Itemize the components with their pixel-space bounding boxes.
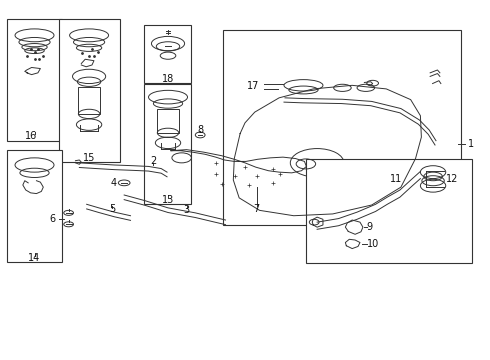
- Text: 13: 13: [162, 195, 174, 205]
- Text: 2: 2: [150, 156, 156, 166]
- Bar: [7, 150, 62, 262]
- Text: 12: 12: [446, 174, 458, 184]
- Text: 9: 9: [367, 222, 373, 232]
- Bar: [157, 109, 179, 133]
- Text: 11: 11: [390, 174, 402, 184]
- Text: 4: 4: [110, 178, 116, 188]
- Text: 1: 1: [468, 139, 474, 149]
- Bar: [306, 159, 471, 263]
- Bar: [144, 84, 192, 204]
- Text: 16: 16: [24, 131, 37, 141]
- Text: 8: 8: [197, 125, 203, 135]
- Bar: [78, 87, 100, 114]
- Text: 5: 5: [109, 204, 116, 214]
- Text: 6: 6: [50, 214, 56, 224]
- Text: 14: 14: [28, 253, 41, 263]
- Text: 15: 15: [83, 153, 95, 163]
- Text: 3: 3: [183, 205, 190, 215]
- Bar: [7, 19, 62, 141]
- Bar: [144, 25, 192, 83]
- Text: 18: 18: [162, 73, 174, 84]
- Text: 10: 10: [367, 239, 379, 249]
- Bar: [223, 30, 461, 225]
- Text: 17: 17: [247, 81, 260, 91]
- Bar: [59, 19, 120, 162]
- Text: 7: 7: [253, 203, 260, 213]
